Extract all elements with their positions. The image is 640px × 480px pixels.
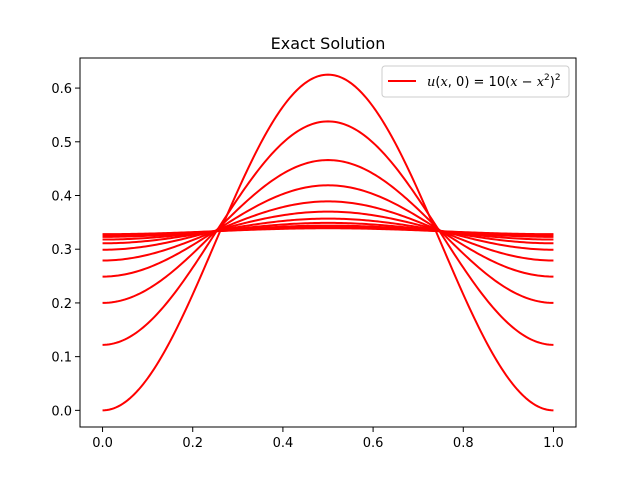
legend-box xyxy=(381,65,570,98)
solution-curve-3 xyxy=(102,159,554,304)
y-tick-label: 0.6 xyxy=(51,82,72,97)
solution-curve-1 xyxy=(102,73,554,412)
y-tick-label: 0.4 xyxy=(51,190,72,205)
y-tick-label: 0.0 xyxy=(51,404,72,419)
chart-title: Exact Solution xyxy=(271,34,386,53)
x-tick-label: 0.0 xyxy=(92,436,113,451)
x-tick-label: 0.4 xyxy=(273,436,294,451)
y-tick-label: 0.2 xyxy=(51,297,72,312)
y-tick-label: 0.3 xyxy=(51,243,72,258)
solution-curve-4 xyxy=(102,184,554,278)
solution-curve-11 xyxy=(102,227,554,236)
solution-curves xyxy=(102,73,554,412)
x-tick-label: 0.8 xyxy=(453,436,474,451)
solution-curve-7 xyxy=(102,217,554,245)
y-tick-label: 0.5 xyxy=(51,136,72,151)
solution-curve-8 xyxy=(102,221,554,241)
solution-curve-5 xyxy=(102,200,554,262)
y-tick-label: 0.1 xyxy=(51,351,72,366)
solution-curve-2 xyxy=(102,120,554,346)
x-axis-ticks: 0.0 0.2 0.4 0.6 0.8 1.0 xyxy=(92,427,564,451)
solution-curve-6 xyxy=(102,210,554,251)
x-tick-label: 0.6 xyxy=(363,436,384,451)
legend-label: u(x, 0) = 10(x − x2)2 xyxy=(427,73,561,90)
y-axis-ticks: 0.0 0.1 0.2 0.3 0.4 0.5 0.6 xyxy=(51,82,80,419)
x-tick-label: 0.2 xyxy=(182,436,203,451)
plot-area-frame xyxy=(79,57,577,428)
x-tick-label: 1.0 xyxy=(543,436,564,451)
legend: u(x, 0) = 10(x − x2)2 xyxy=(381,65,570,98)
